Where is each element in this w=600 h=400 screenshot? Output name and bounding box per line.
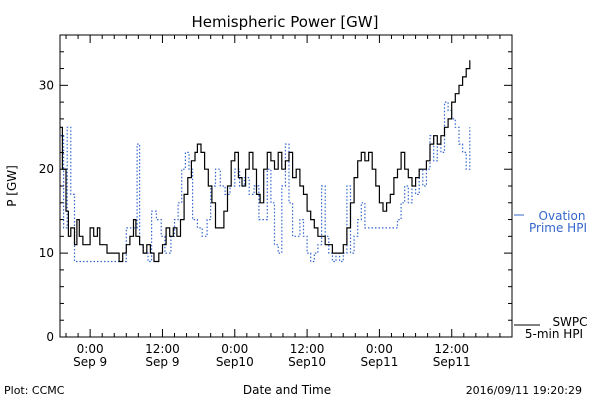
y-tick-label: 0 [46,330,54,344]
x-tick-date-label: Sep 9 [145,355,179,369]
y-tick-label: 20 [39,162,54,176]
y-axis: 0 10 20 30 [39,34,512,344]
legend: Ovation Prime HPI SWPC 5-min HPI [514,209,588,341]
x-tick-date-label: Sep 9 [73,355,107,369]
legend-ovation-line1: Ovation [539,209,586,223]
x-tick-time-label: 12:00 [434,342,469,356]
footer-timestamp: 2016/09/11 19:20:29 [466,384,582,397]
x-tick-date-label: Sep11 [433,355,471,369]
series-swpc-line [60,60,471,263]
x-tick-date-label: Sep10 [288,355,326,369]
y-tick-label: 10 [39,246,54,260]
legend-swpc-line2: 5-min HPI [525,327,583,341]
series-ovation-line [60,101,471,263]
x-tick-date-label: Sep11 [360,355,398,369]
x-tick-date-label: Sep10 [216,355,254,369]
series-layer [60,60,471,263]
y-axis-label: P [GW] [5,165,19,207]
x-tick-time-label: 12:00 [290,342,325,356]
x-tick-time-label: 0:00 [366,342,393,356]
chart-title: Hemispheric Power [GW] [192,13,379,31]
x-tick-time-label: 12:00 [145,342,180,356]
y-tick-label: 30 [39,78,54,92]
legend-ovation-line2: Prime HPI [529,221,587,235]
x-tick-time-label: 0:00 [77,342,104,356]
footer-credit: Plot: CCMC [4,384,65,397]
x-tick-time-label: 0:00 [221,342,248,356]
legend-swpc-line1: SWPC [552,315,587,329]
x-axis-label: Date and Time [243,383,331,397]
